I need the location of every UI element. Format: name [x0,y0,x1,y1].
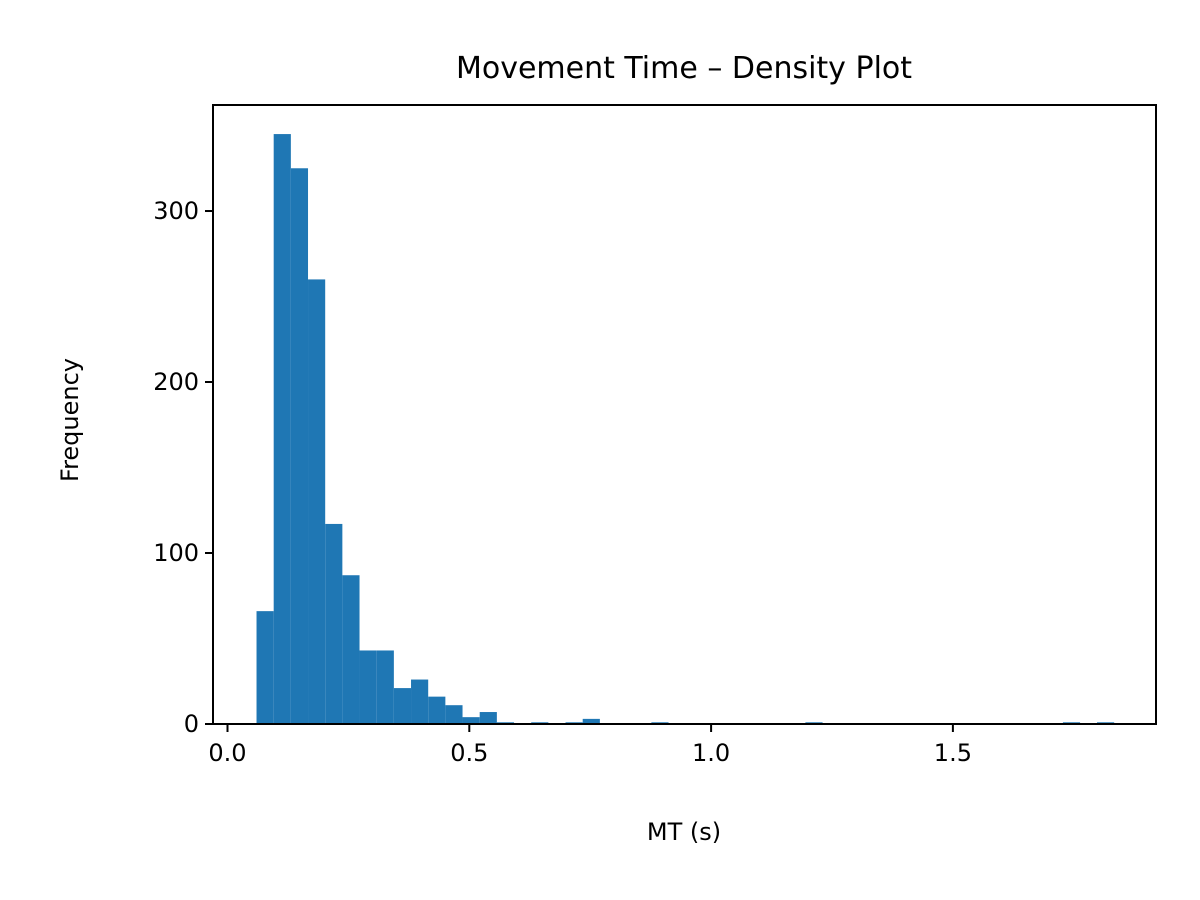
histogram-bar [428,696,446,724]
x-tick-label: 1.5 [934,739,972,767]
x-axis-ticks: 0.0 0.5 1.0 1.5 [208,724,972,767]
histogram-bar [479,712,497,724]
histogram-bar [462,717,480,724]
histogram-bar [359,650,377,724]
y-axis-ticks: 0 100 200 300 [153,197,213,738]
histogram-bar [582,718,600,724]
y-tick-label: 200 [153,368,199,396]
histogram-bar [342,575,360,724]
histogram-bar [325,523,343,724]
histogram-bar [308,279,326,724]
x-tick-label: 0.5 [450,739,488,767]
chart-title: Movement Time – Density Plot [456,51,912,86]
bars-group [256,134,1115,725]
y-tick-label: 100 [153,539,199,567]
x-tick-label: 1.0 [692,739,730,767]
histogram-bar [273,134,291,724]
y-tick-label: 0 [184,710,199,738]
plot-frame [212,104,1157,725]
y-tick-label: 300 [153,197,199,225]
histogram-bar [445,705,463,724]
histogram-bar [393,688,412,724]
x-axis-label: MT (s) [647,818,721,846]
y-axis-label: Frequency [56,358,84,482]
histogram-bar [376,650,394,724]
x-tick-label: 0.0 [208,739,246,767]
histogram-bar [411,679,429,724]
histogram-bar [256,611,274,724]
histogram-bar [290,168,309,725]
